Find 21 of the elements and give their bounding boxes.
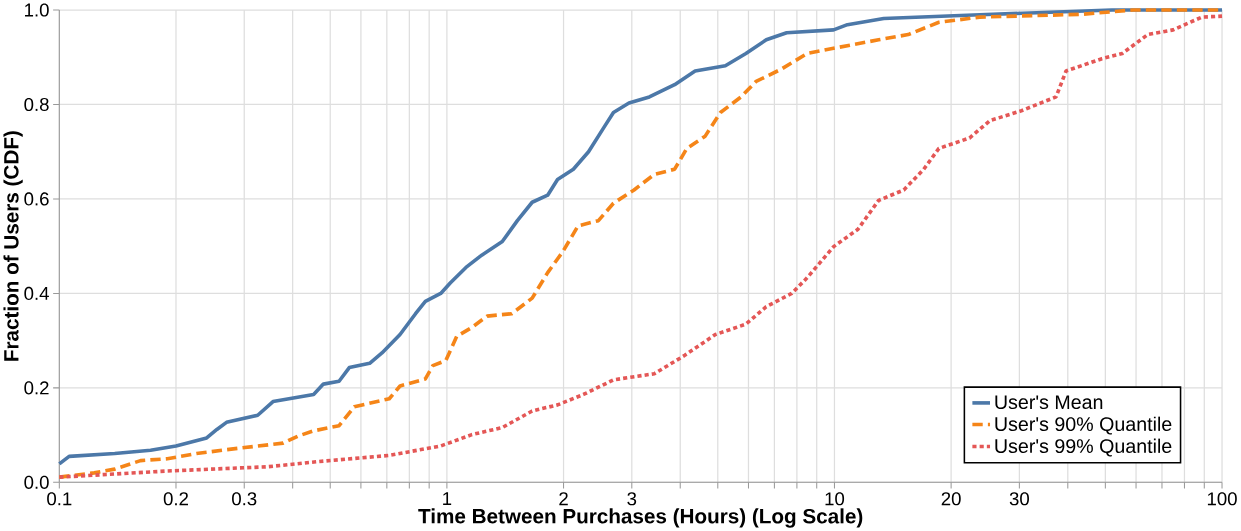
- x-tick-label: 30: [1009, 492, 1029, 506]
- x-axis-title: Time Between Purchases (Hours) (Log Scale): [418, 508, 863, 528]
- x-tick-label: 2: [559, 492, 568, 506]
- legend-label: User's 90% Quantile: [995, 416, 1172, 435]
- y-tick-label: 0.2: [24, 381, 49, 395]
- y-tick-label: 1.0: [25, 3, 49, 17]
- legend-label: User's Mean: [995, 395, 1103, 410]
- y-tick-label: 0.6: [24, 192, 49, 206]
- y-tick-label: 0.4: [24, 286, 49, 300]
- x-tick-label: 3: [627, 492, 637, 506]
- y-tick-label: 0.8: [24, 97, 49, 112]
- x-tick-label: 1: [443, 492, 452, 505]
- x-tick-label: 10: [825, 492, 845, 506]
- x-tick-label: 20: [941, 492, 961, 506]
- legend-label: User's 99% Quantile: [995, 438, 1172, 457]
- x-tick-label: 0.1: [47, 492, 72, 506]
- x-tick-label: 0.3: [232, 492, 257, 506]
- y-axis-title: Fraction of Users (CDF): [3, 131, 23, 361]
- y-tick-label: 0.0: [24, 475, 49, 489]
- x-tick-label: 0.2: [163, 492, 188, 506]
- x-tick-label: 100: [1207, 492, 1237, 506]
